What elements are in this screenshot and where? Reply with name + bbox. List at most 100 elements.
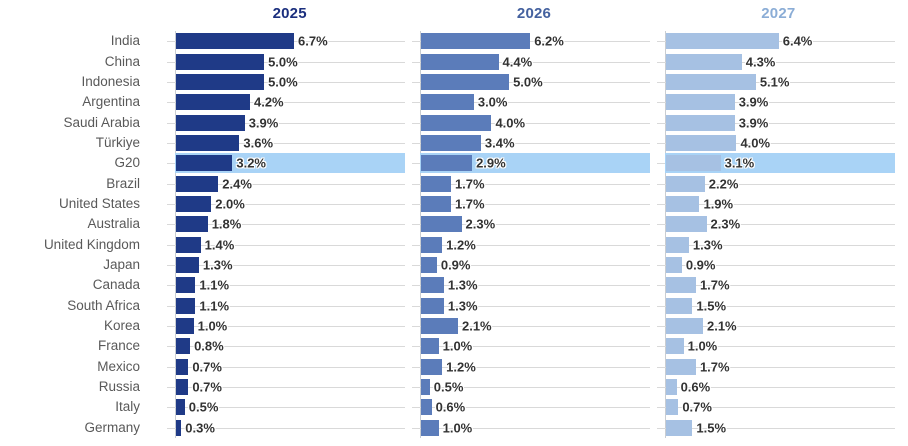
gridline xyxy=(412,346,650,348)
category-label: Korea xyxy=(103,317,140,333)
bar xyxy=(176,33,295,50)
panel-2027: 1.5% xyxy=(657,295,895,316)
gridline xyxy=(412,407,650,409)
gridline xyxy=(167,244,405,246)
gridline xyxy=(167,81,405,83)
panel-2025: 0.7% xyxy=(167,376,405,398)
category-label: Russia xyxy=(98,379,140,395)
bar xyxy=(421,297,444,314)
value-label: 1.0% xyxy=(442,338,473,354)
panel-2026: 4.4% xyxy=(412,51,650,72)
panel-2025: 5.0% xyxy=(167,71,405,93)
panel-2027: 4.0% xyxy=(657,132,895,154)
bar xyxy=(421,216,462,233)
value-label: 0.7% xyxy=(682,399,712,415)
value-label: 3.0% xyxy=(477,94,508,110)
panel-2025: 0.5% xyxy=(167,397,405,418)
value-label: 0.9% xyxy=(685,257,716,273)
bar xyxy=(666,134,737,151)
panel-2026: 2.3% xyxy=(412,214,650,235)
panel-2027: 3.9% xyxy=(657,112,895,133)
value-label: 5.0% xyxy=(268,54,298,70)
gridline xyxy=(167,407,405,409)
value-label: 0.6% xyxy=(435,399,466,415)
bar xyxy=(176,399,185,416)
panel-2027: 2.2% xyxy=(657,173,895,194)
panel-2025: 2.0% xyxy=(167,193,405,215)
bar xyxy=(666,216,707,233)
chart-row: Argentina 4.2% 3.0% 3.9% xyxy=(0,92,908,113)
panel-2026: 3.4% xyxy=(412,132,650,154)
bar xyxy=(176,195,212,212)
gridline xyxy=(167,183,405,185)
panel-2027: 0.9% xyxy=(657,254,895,276)
value-label: 3.9% xyxy=(248,115,279,131)
gridline xyxy=(167,224,405,226)
panel-2027: 5.1% xyxy=(657,71,895,93)
panel-2026: 1.3% xyxy=(412,295,650,316)
value-label: 1.3% xyxy=(202,257,233,273)
value-label: 1.0% xyxy=(687,338,718,354)
panel-2026: 0.6% xyxy=(412,397,650,418)
panel-2025: 6.7% xyxy=(167,31,405,52)
bar xyxy=(421,399,432,416)
gridline xyxy=(657,285,895,287)
panel-2025: 3.2% xyxy=(167,153,405,174)
bar xyxy=(176,338,191,355)
series-header-2027: 2027 xyxy=(761,5,796,22)
value-label: 1.5% xyxy=(696,298,727,314)
value-label: 1.3% xyxy=(447,298,478,314)
bar xyxy=(176,297,196,314)
chart-row: Türkiye 3.6% 3.4% 4.0% xyxy=(0,132,908,154)
panel-2025: 0.7% xyxy=(167,356,405,377)
gridline xyxy=(167,346,405,348)
value-label: 1.2% xyxy=(446,359,476,375)
value-label: 1.0% xyxy=(442,420,473,436)
bar xyxy=(666,358,696,375)
value-label: 0.3% xyxy=(185,420,215,436)
gridline xyxy=(167,305,405,307)
panel-2026: 1.2% xyxy=(412,234,650,255)
bar xyxy=(421,277,444,294)
gridline xyxy=(412,285,650,287)
bar xyxy=(666,297,693,314)
highlight-band xyxy=(420,153,650,174)
value-label: 0.5% xyxy=(188,399,219,415)
value-label: 1.9% xyxy=(703,196,734,212)
bar xyxy=(176,73,265,90)
gridline xyxy=(167,325,405,327)
value-label: 3.4% xyxy=(484,135,515,151)
panel-2025: 1.1% xyxy=(167,295,405,316)
value-label: 2.2% xyxy=(708,176,739,192)
series-header-2025: 2025 xyxy=(272,5,307,22)
panel-2026: 5.0% xyxy=(412,71,650,93)
bar xyxy=(176,317,194,334)
value-label: 2.3% xyxy=(710,216,741,232)
value-label: 1.2% xyxy=(446,237,476,253)
panel-2025: 1.3% xyxy=(167,254,405,276)
gridline xyxy=(167,427,405,429)
value-label: 4.2% xyxy=(253,94,284,110)
category-label: Argentina xyxy=(82,94,140,110)
value-label: 3.2% xyxy=(236,155,266,171)
panel-2026: 2.9% xyxy=(412,153,650,174)
gridline xyxy=(657,387,895,389)
chart-row: Canada 1.1% 1.3% 1.7% xyxy=(0,275,908,296)
chart-row: United States 2.0% 1.7% 1.9% xyxy=(0,193,908,215)
panel-2027: 1.9% xyxy=(657,193,895,215)
gridline xyxy=(657,61,895,63)
panel-2027: 1.7% xyxy=(657,275,895,296)
category-label: Canada xyxy=(92,277,140,293)
panel-2027: 2.3% xyxy=(657,214,895,235)
value-label: 1.8% xyxy=(211,216,242,232)
bar xyxy=(421,53,499,70)
chart-row: G20 3.2% 2.9% 3.1% xyxy=(0,153,908,174)
bar xyxy=(176,53,265,70)
gridline xyxy=(412,387,650,389)
value-label: 4.4% xyxy=(502,54,533,70)
value-label: 2.4% xyxy=(222,176,252,192)
category-label: Japan xyxy=(103,256,140,272)
value-label: 0.8% xyxy=(194,338,224,354)
value-label: 1.3% xyxy=(447,277,478,293)
panel-2026: 6.2% xyxy=(412,31,650,52)
